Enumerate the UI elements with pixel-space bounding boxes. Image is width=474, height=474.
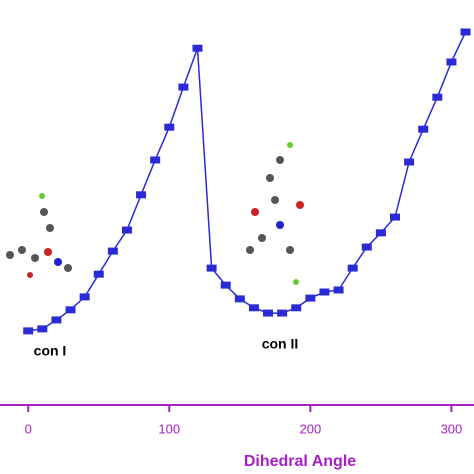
data-point	[234, 295, 245, 303]
x-tick-label: 200	[300, 421, 322, 436]
data-point	[390, 213, 400, 221]
data-point	[178, 83, 189, 91]
data-point	[65, 306, 76, 314]
data-point	[136, 191, 147, 199]
molecule-con-i	[6, 193, 72, 278]
data-point	[93, 270, 104, 278]
molecule-con-ii	[246, 142, 304, 285]
data-point	[305, 294, 316, 302]
data-point	[192, 44, 203, 52]
data-point	[375, 229, 386, 237]
data-point	[79, 293, 90, 301]
x-axis-label: Dihedral Angle	[244, 453, 356, 470]
data-point	[23, 327, 34, 335]
data-point	[404, 158, 415, 166]
data-point	[206, 264, 217, 272]
data-point	[319, 288, 330, 296]
annotation: con I	[34, 343, 67, 359]
data-point	[121, 226, 132, 234]
data-point	[248, 304, 259, 312]
data-point	[418, 125, 429, 133]
x-tick-label: 0	[25, 421, 32, 436]
data-point	[432, 93, 443, 101]
x-tick-label: 300	[441, 421, 463, 436]
data-point	[277, 309, 288, 317]
data-point	[263, 309, 274, 317]
data-point	[361, 243, 372, 251]
series-line	[28, 31, 467, 332]
data-point	[37, 325, 48, 333]
data-point	[164, 123, 175, 131]
data-point	[150, 156, 161, 164]
data-point	[220, 281, 231, 289]
data-point	[107, 247, 118, 255]
data-point	[347, 264, 358, 272]
data-point	[460, 28, 471, 36]
annotation: con II	[262, 336, 299, 352]
data-point	[51, 316, 62, 324]
data-point	[446, 58, 457, 66]
data-point	[291, 304, 302, 312]
x-tick-label: 100	[158, 421, 180, 436]
data-point	[333, 286, 344, 294]
